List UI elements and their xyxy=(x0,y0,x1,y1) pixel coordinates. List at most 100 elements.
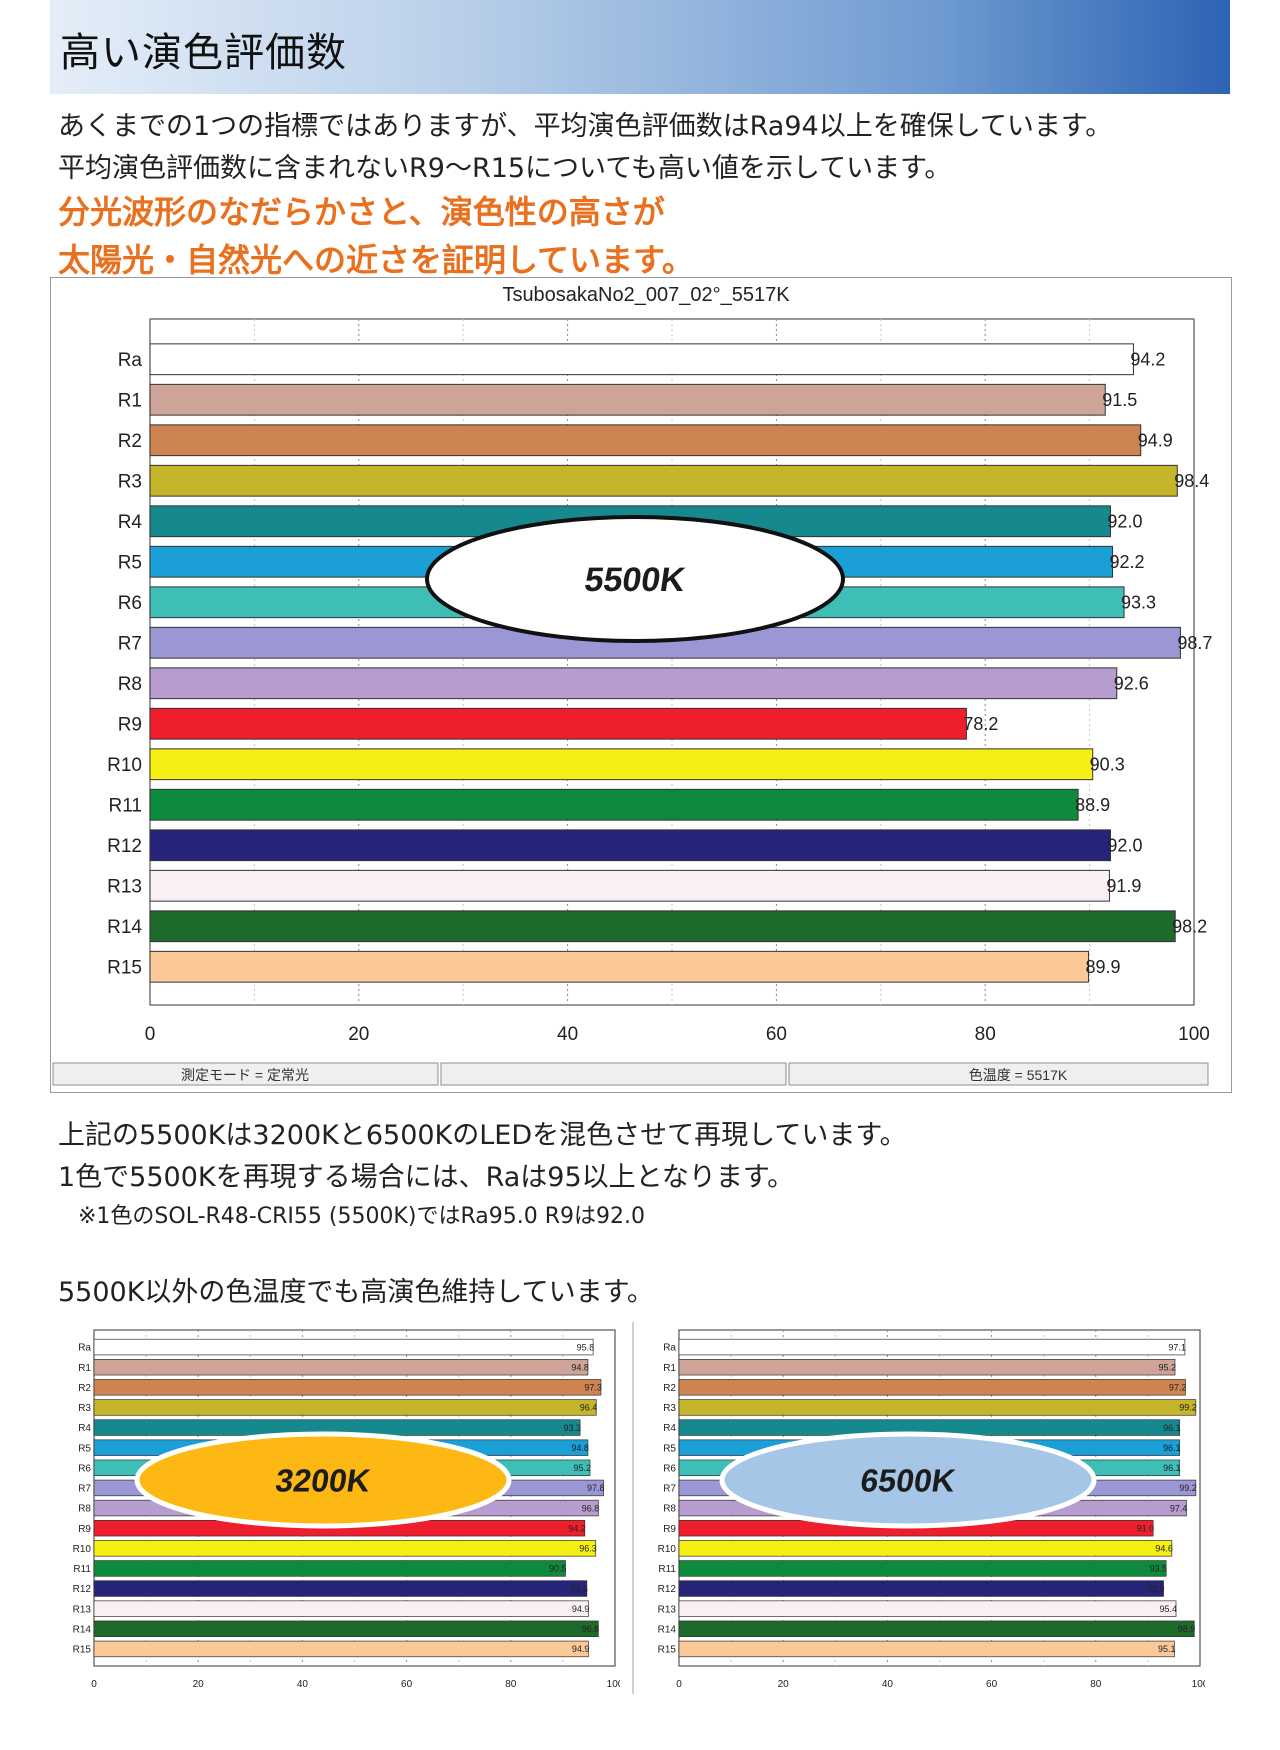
category-label-r2: R2 xyxy=(78,1383,91,1394)
bar-r14 xyxy=(678,1620,1195,1638)
category-label-r6: R6 xyxy=(78,1463,91,1474)
value-label-r6: 96.1 xyxy=(1163,1463,1181,1473)
value-label-r7: 97.8 xyxy=(587,1483,605,1493)
x-tick-label: 40 xyxy=(882,1679,894,1690)
category-label-r3: R3 xyxy=(78,1403,91,1414)
category-label-r4: R4 xyxy=(118,512,143,533)
value-label-r11: 90.5 xyxy=(549,1564,567,1574)
x-tick-label: 60 xyxy=(986,1679,998,1690)
category-label-r5: R5 xyxy=(118,553,142,574)
value-label-r4: 93.3 xyxy=(564,1423,582,1433)
category-label-ra: Ra xyxy=(78,1343,91,1354)
category-label-r9: R9 xyxy=(663,1524,676,1535)
category-label-r15: R15 xyxy=(73,1645,92,1656)
category-label-r12: R12 xyxy=(658,1584,677,1595)
value-label-r15: 89.9 xyxy=(1086,957,1121,977)
category-label-r3: R3 xyxy=(118,472,142,493)
value-label-r11: 93.5 xyxy=(1150,1564,1168,1574)
category-label-r2: R2 xyxy=(118,431,142,452)
value-label-r3: 96.4 xyxy=(580,1403,598,1413)
category-label-r5: R5 xyxy=(663,1443,676,1454)
bar-r1 xyxy=(678,1358,1176,1376)
value-label-r12: 94.6 xyxy=(570,1584,588,1594)
category-label-r13: R13 xyxy=(658,1604,677,1615)
highlight-line-1: 分光波形のなだらかさと、演色性の高さが xyxy=(58,193,665,231)
bar-r11 xyxy=(149,788,1079,821)
bar-r2 xyxy=(678,1379,1186,1396)
value-label-ra: 97.1 xyxy=(1168,1342,1186,1352)
main-cri-chart: TsubosakaNo2_007_02°_5517K 0 20 40 60 80 100 Ra… xyxy=(50,277,1232,1093)
bar-r14 xyxy=(93,1620,599,1638)
value-label-r1: 95.2 xyxy=(1158,1362,1176,1372)
bar-r8 xyxy=(149,667,1118,700)
x-tick-label: 40 xyxy=(297,1679,309,1690)
bar-r15 xyxy=(149,950,1090,983)
x-tick-label: 80 xyxy=(1090,1679,1102,1690)
value-label-r6: 95.2 xyxy=(573,1463,591,1473)
category-label-r8: R8 xyxy=(118,674,142,695)
badge-label: 3200K xyxy=(273,1463,372,1499)
value-label-r9: 78.2 xyxy=(963,714,998,734)
value-label-r8: 92.6 xyxy=(1114,674,1149,694)
bar-r9 xyxy=(149,707,967,740)
measure-mode-label: 測定モード = 定常光 xyxy=(181,1067,309,1083)
value-label-r5: 94.8 xyxy=(571,1443,589,1453)
category-label-r7: R7 xyxy=(118,634,142,655)
category-label-r15: R15 xyxy=(658,1645,677,1656)
plot-area xyxy=(149,318,1195,1006)
bar-ra xyxy=(678,1338,1186,1356)
intro-line-2: 平均演色評価数に含まれないR9～R15についても高い値を示しています。 xyxy=(58,153,952,184)
bar-r1 xyxy=(93,1358,589,1376)
value-label-r3: 98.4 xyxy=(1174,471,1209,491)
category-label-r10: R10 xyxy=(658,1544,677,1555)
category-label-r2: R2 xyxy=(663,1383,676,1394)
color-temperature-badge xyxy=(425,515,845,643)
value-label-r10: 94.6 xyxy=(1155,1544,1173,1554)
bar-r14 xyxy=(149,910,1176,943)
value-label-r12: 93.0 xyxy=(1147,1584,1165,1594)
bar-r3 xyxy=(678,1399,1197,1416)
bar-r10 xyxy=(149,748,1094,781)
x-tick-label: 20 xyxy=(778,1679,790,1690)
value-label-r1: 91.5 xyxy=(1102,390,1137,410)
bar-ra xyxy=(93,1338,594,1356)
value-label-r4: 96.1 xyxy=(1163,1423,1181,1433)
value-label-r12: 92.0 xyxy=(1107,836,1142,856)
x-tick-label: 80 xyxy=(505,1679,517,1690)
bar-r3 xyxy=(149,464,1178,497)
bar-r10 xyxy=(93,1540,597,1557)
value-label-ra: 95.8 xyxy=(577,1342,595,1352)
x-tick-label: 100 xyxy=(1178,1024,1210,1045)
cri-chart-3200k: 0 20 40 60 80 100 Ra 95.8 R1 94.8 R2 97.3 R3 96.4 R4 93… xyxy=(73,1329,620,1690)
note-line-1: 上記の5500Kは3200Kと6500KのLEDを混色させて再現しています。 xyxy=(58,1120,907,1151)
bar-r12 xyxy=(678,1580,1164,1597)
status-segment-1 xyxy=(52,1062,439,1086)
category-label-r14: R14 xyxy=(658,1624,677,1635)
value-label-r13: 95.4 xyxy=(1160,1604,1178,1614)
value-label-r2: 94.9 xyxy=(1138,431,1173,451)
bar-r1 xyxy=(149,383,1106,416)
bar-r3 xyxy=(93,1399,597,1416)
category-label-r9: R9 xyxy=(118,715,142,736)
value-label-r5: 92.2 xyxy=(1110,552,1145,572)
note-line-3: ※1色のSOL-R48-CRI55 (5500K)ではRa95.0 R9は92.… xyxy=(78,1204,645,1229)
bar-r15 xyxy=(93,1640,589,1658)
category-label-r14: R14 xyxy=(107,917,142,938)
category-label-r8: R8 xyxy=(663,1504,676,1515)
x-tick-label: 60 xyxy=(401,1679,413,1690)
value-label-r2: 97.3 xyxy=(584,1383,602,1393)
category-label-r12: R12 xyxy=(73,1584,92,1595)
category-label-r13: R13 xyxy=(107,877,142,898)
bar-r11 xyxy=(93,1560,566,1577)
chart-title: TsubosakaNo2_007_02°_5517K xyxy=(502,284,790,306)
value-label-r10: 90.3 xyxy=(1090,755,1125,775)
color-temp-label: 色温度 = 5517K xyxy=(969,1067,1068,1083)
x-tick-label: 0 xyxy=(676,1679,682,1690)
value-label-r8: 96.8 xyxy=(582,1503,600,1513)
bar-r2 xyxy=(93,1379,602,1396)
value-label-r14: 98.2 xyxy=(1172,917,1207,937)
bar-r15 xyxy=(678,1640,1175,1658)
value-label-r10: 96.3 xyxy=(579,1544,597,1554)
x-tick-label: 40 xyxy=(557,1024,578,1045)
category-label-r10: R10 xyxy=(107,755,142,776)
